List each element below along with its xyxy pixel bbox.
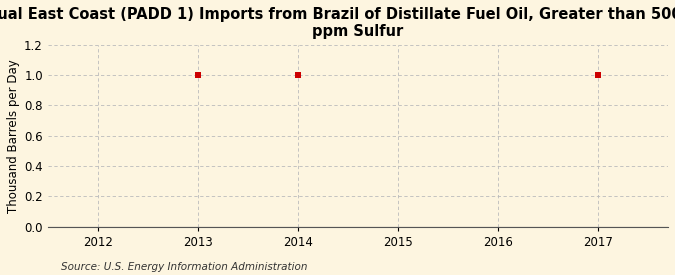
Text: Source: U.S. Energy Information Administration: Source: U.S. Energy Information Administ… xyxy=(61,262,307,272)
Y-axis label: Thousand Barrels per Day: Thousand Barrels per Day xyxy=(7,59,20,213)
Title: Annual East Coast (PADD 1) Imports from Brazil of Distillate Fuel Oil, Greater t: Annual East Coast (PADD 1) Imports from … xyxy=(0,7,675,39)
